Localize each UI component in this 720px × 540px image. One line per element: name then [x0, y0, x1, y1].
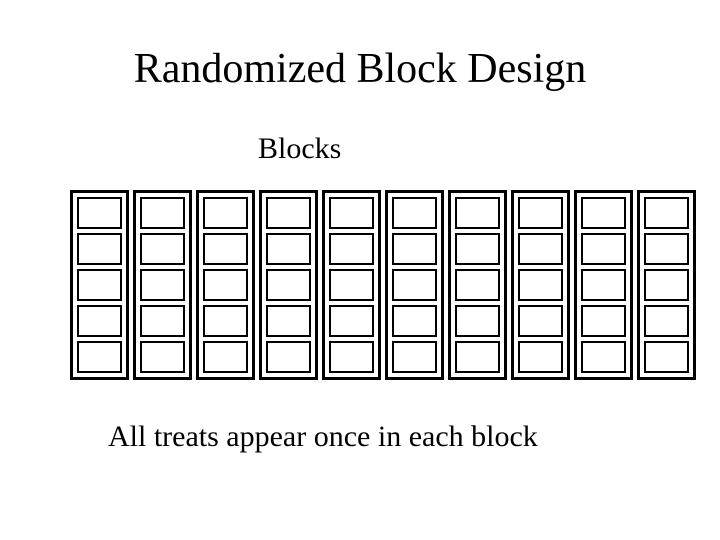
block-cell	[203, 269, 248, 301]
block-cell	[644, 341, 689, 373]
block-cell	[203, 233, 248, 265]
block-cell	[455, 233, 500, 265]
block-cell	[266, 233, 311, 265]
block-column	[322, 190, 381, 380]
block-cell	[140, 305, 185, 337]
block-cell	[266, 197, 311, 229]
block-cell	[518, 233, 563, 265]
block-cell	[644, 197, 689, 229]
block-cell	[77, 197, 122, 229]
block-cell	[455, 197, 500, 229]
blocks-diagram	[70, 190, 696, 380]
block-cell	[392, 197, 437, 229]
block-column	[133, 190, 192, 380]
block-cell	[329, 197, 374, 229]
block-cell	[203, 341, 248, 373]
block-cell	[392, 341, 437, 373]
block-column	[511, 190, 570, 380]
block-column	[259, 190, 318, 380]
caption-text: All treats appear once in each block	[108, 420, 538, 454]
block-cell	[518, 197, 563, 229]
block-cell	[329, 233, 374, 265]
block-cell	[77, 269, 122, 301]
subtitle-label: Blocks	[258, 132, 341, 166]
block-cell	[140, 269, 185, 301]
block-cell	[644, 233, 689, 265]
block-cell	[581, 269, 626, 301]
block-cell	[581, 305, 626, 337]
block-cell	[77, 305, 122, 337]
block-cell	[392, 305, 437, 337]
block-column	[196, 190, 255, 380]
block-cell	[518, 269, 563, 301]
block-cell	[644, 269, 689, 301]
block-cell	[329, 269, 374, 301]
block-cell	[329, 341, 374, 373]
block-cell	[329, 305, 374, 337]
block-cell	[392, 269, 437, 301]
block-column	[385, 190, 444, 380]
block-column	[574, 190, 633, 380]
block-column	[70, 190, 129, 380]
block-cell	[518, 341, 563, 373]
block-cell	[392, 233, 437, 265]
block-cell	[644, 305, 689, 337]
block-cell	[203, 197, 248, 229]
block-cell	[581, 341, 626, 373]
block-column	[448, 190, 507, 380]
block-cell	[203, 305, 248, 337]
block-cell	[455, 269, 500, 301]
block-cell	[266, 269, 311, 301]
block-cell	[455, 305, 500, 337]
block-cell	[140, 233, 185, 265]
block-cell	[455, 341, 500, 373]
block-cell	[140, 341, 185, 373]
block-cell	[140, 197, 185, 229]
block-cell	[266, 341, 311, 373]
block-cell	[581, 233, 626, 265]
block-column	[637, 190, 696, 380]
block-cell	[581, 197, 626, 229]
block-cell	[266, 305, 311, 337]
block-cell	[77, 341, 122, 373]
block-cell	[77, 233, 122, 265]
block-cell	[518, 305, 563, 337]
page-title: Randomized Block Design	[0, 45, 720, 93]
